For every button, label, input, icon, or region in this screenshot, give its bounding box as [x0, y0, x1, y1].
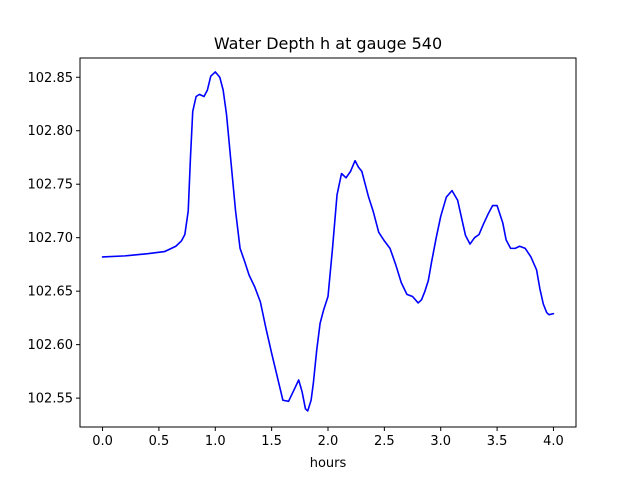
- x-tick-label: 0.0: [92, 434, 113, 449]
- x-tick-label: 2.5: [374, 434, 395, 449]
- x-tick-label: 4.0: [543, 434, 564, 449]
- y-tick-label: 102.65: [28, 285, 74, 300]
- series-line-0: [101, 71, 555, 412]
- x-tick-label: 2.0: [318, 434, 339, 449]
- plot-area: 0.0 0.5 1.0 1.5 2.0 2.5 3.0 3.5 4.0 102.55 102.60 1…: [28, 57, 577, 449]
- y-tick-label: 102.75: [28, 178, 74, 193]
- x-tick-label: 3.0: [430, 434, 451, 449]
- chart-title: Water Depth h at gauge 540: [214, 34, 442, 53]
- x-tick-label: 0.5: [149, 434, 170, 449]
- x-tick-label: 3.5: [487, 434, 508, 449]
- y-tick-label: 102.55: [28, 392, 74, 407]
- y-tick-label: 102.85: [28, 71, 74, 86]
- x-axis-label: hours: [310, 456, 347, 471]
- x-tick-label: 1.5: [261, 434, 282, 449]
- x-tick-label: 1.0: [205, 434, 226, 449]
- y-tick-label: 102.60: [28, 338, 74, 353]
- y-tick-label: 102.80: [28, 124, 74, 139]
- y-tick-label: 102.70: [28, 231, 74, 246]
